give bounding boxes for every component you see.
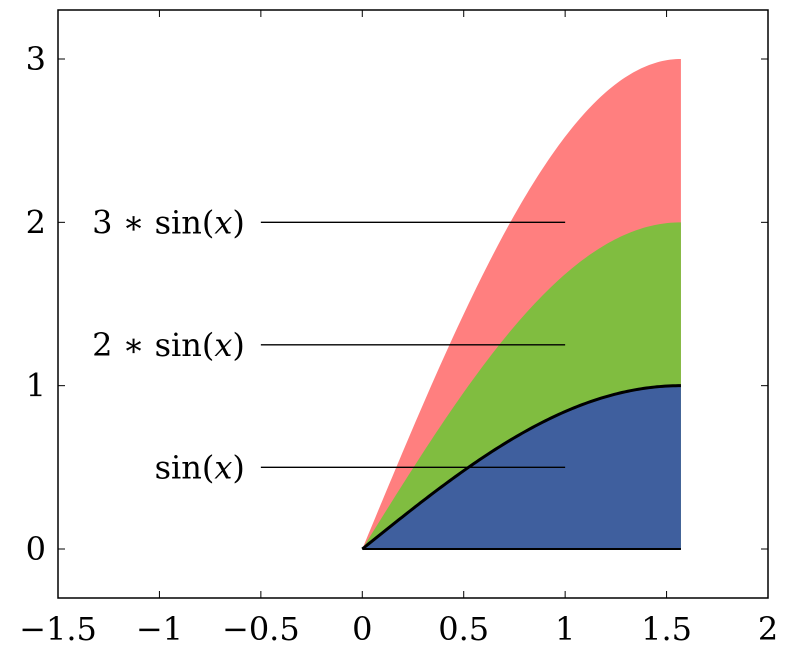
area-layer [362,59,681,549]
y-tick-label: 2 [26,203,46,241]
y-tick-label: 0 [26,530,46,568]
annotation-prefix: sin( [155,448,215,486]
x-tick-label: −0.5 [222,610,300,648]
plot-frame [57,9,769,599]
annotation-prefix: 3 ∗ sin( [92,203,214,241]
annotation-lines [260,221,566,468]
annotation-prefix: 2 ∗ sin( [92,326,214,364]
annotation-suffix: ) [232,203,244,241]
x-tick-label: −1 [136,610,183,648]
annotation-label-1: 3 ∗ sin(x) [92,203,245,241]
tick-marks [57,10,769,598]
annotation-variable: x [214,448,232,486]
annotation-label-3: sin(x) [155,448,245,486]
annotation-variable: x [214,326,232,364]
x-tick-label: −1.5 [19,610,97,648]
sin-boundary-line [361,384,681,551]
x-tick-label: 2 [758,610,778,648]
annotation-label-2: 2 ∗ sin(x) [92,326,245,364]
annotation-suffix: ) [232,326,244,364]
x-tick-label: 0.5 [438,610,489,648]
x-tick-label: 0 [352,610,372,648]
y-tick-labels: 0 1 2 3 [26,40,46,568]
annotation-variable: x [214,203,232,241]
x-tick-label: 1.5 [641,610,692,648]
annotation-suffix: ) [232,448,244,486]
x-tick-label: 1 [555,610,575,648]
y-tick-label: 1 [26,367,46,405]
y-tick-label: 3 [26,40,46,78]
annotation-labels: 3 ∗ sin(x)2 ∗ sin(x)sin(x) [92,203,245,486]
boundary-layer [361,384,681,551]
x-tick-labels: −1.5 −1 −0.5 0 0.5 1 1.5 2 [19,610,778,648]
